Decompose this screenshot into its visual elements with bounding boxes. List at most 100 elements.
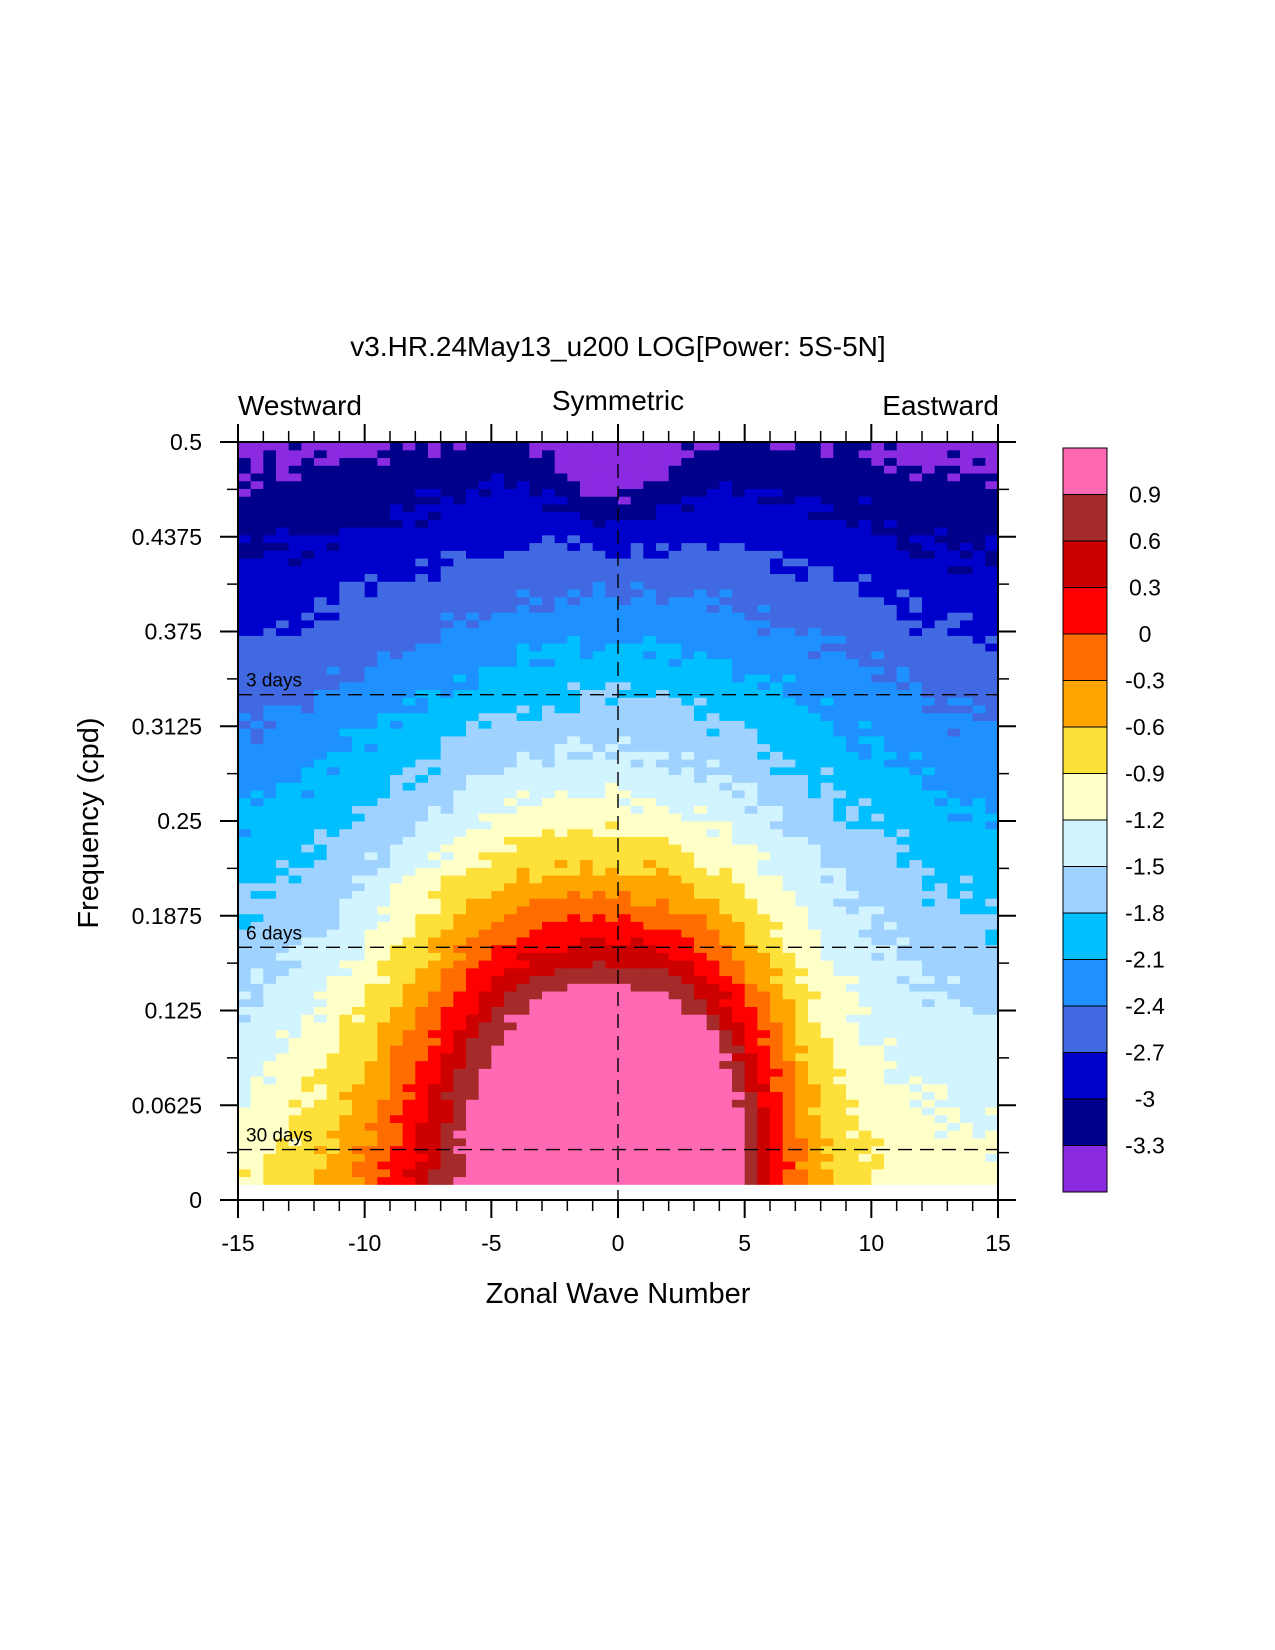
field-cell xyxy=(453,1122,467,1131)
field-cell xyxy=(504,836,518,845)
field-cell xyxy=(238,565,252,575)
field-cell xyxy=(706,650,720,660)
field-cell xyxy=(542,735,556,745)
field-cell xyxy=(871,689,885,698)
field-cell xyxy=(288,898,302,907)
field-cell xyxy=(364,898,378,907)
field-cell xyxy=(694,944,708,953)
field-cell xyxy=(947,1006,961,1015)
field-cell xyxy=(858,712,872,721)
field-cell xyxy=(326,759,340,768)
field-cell xyxy=(719,1122,733,1131)
field-cell xyxy=(643,836,657,845)
field-cell xyxy=(770,867,784,876)
field-cell xyxy=(922,882,936,892)
field-cell xyxy=(478,1114,492,1123)
field-cell xyxy=(985,542,998,551)
field-cell xyxy=(858,735,872,745)
field-cell xyxy=(238,1153,252,1162)
field-cell xyxy=(618,666,632,675)
field-cell xyxy=(934,828,948,837)
field-cell xyxy=(985,604,998,613)
field-cell xyxy=(478,720,492,729)
field-cell xyxy=(934,1083,948,1093)
field-cell xyxy=(744,913,758,922)
field-cell xyxy=(440,921,454,930)
field-cell xyxy=(491,612,505,621)
field-cell xyxy=(618,1006,632,1015)
field-cell xyxy=(238,735,252,745)
field-cell xyxy=(770,944,784,953)
field-cell xyxy=(364,774,378,783)
field-cell xyxy=(947,766,961,776)
field-cell xyxy=(276,735,290,745)
field-cell xyxy=(440,874,454,884)
field-cell xyxy=(947,867,961,876)
field-cell xyxy=(529,782,543,791)
field-cell xyxy=(504,596,518,605)
field-cell xyxy=(592,867,606,876)
field-cell xyxy=(415,565,429,575)
field-cell xyxy=(694,983,708,992)
field-cell xyxy=(390,905,404,915)
field-cell xyxy=(377,867,391,876)
field-cell xyxy=(554,650,568,660)
field-cell xyxy=(630,666,644,675)
field-cell xyxy=(706,874,720,884)
field-cell xyxy=(922,1137,936,1147)
field-cell xyxy=(884,681,898,691)
field-cell xyxy=(744,557,758,567)
field-cell xyxy=(846,921,860,930)
field-cell xyxy=(364,1176,378,1185)
field-cell xyxy=(808,844,822,853)
field-cell xyxy=(377,1153,391,1162)
field-cell xyxy=(238,1075,252,1085)
field-cell xyxy=(567,952,581,961)
field-cell xyxy=(567,643,581,652)
field-cell xyxy=(719,1130,733,1139)
field-cell xyxy=(415,704,429,714)
field-cell xyxy=(656,565,670,575)
field-cell xyxy=(326,774,340,783)
field-cell xyxy=(846,1122,860,1131)
field-cell xyxy=(732,936,746,946)
field-cell xyxy=(643,704,657,714)
field-cell xyxy=(288,1021,302,1031)
field-cell xyxy=(478,728,492,737)
field-cell xyxy=(352,1021,366,1031)
field-cell xyxy=(478,844,492,853)
field-cell xyxy=(301,704,315,714)
field-cell xyxy=(516,751,530,760)
field-cell xyxy=(681,759,695,768)
field-cell xyxy=(402,751,416,760)
field-cell xyxy=(478,759,492,768)
field-cell xyxy=(909,743,923,752)
field-cell xyxy=(554,975,568,984)
field-cell xyxy=(428,759,442,768)
field-cell xyxy=(263,1052,277,1062)
field-cell xyxy=(428,844,442,853)
field-cell xyxy=(339,673,353,683)
field-cell xyxy=(288,689,302,698)
field-cell xyxy=(542,1021,556,1031)
field-cell xyxy=(466,944,480,953)
field-cell xyxy=(782,666,796,675)
field-cell xyxy=(580,975,594,984)
field-cell xyxy=(529,1045,543,1054)
field-cell xyxy=(757,859,771,868)
field-cell xyxy=(466,542,480,551)
field-cell xyxy=(364,1068,378,1077)
field-cell xyxy=(567,1021,581,1031)
field-cell xyxy=(643,1021,657,1031)
field-cell xyxy=(326,596,340,605)
field-cell xyxy=(504,728,518,737)
field-cell xyxy=(820,1083,834,1093)
field-cell xyxy=(681,836,695,845)
field-cell xyxy=(288,1137,302,1147)
field-cell xyxy=(732,859,746,868)
field-cell xyxy=(820,1168,834,1178)
field-cell xyxy=(567,774,581,783)
field-cell xyxy=(871,929,885,938)
field-cell xyxy=(516,805,530,814)
field-cell xyxy=(567,743,581,752)
